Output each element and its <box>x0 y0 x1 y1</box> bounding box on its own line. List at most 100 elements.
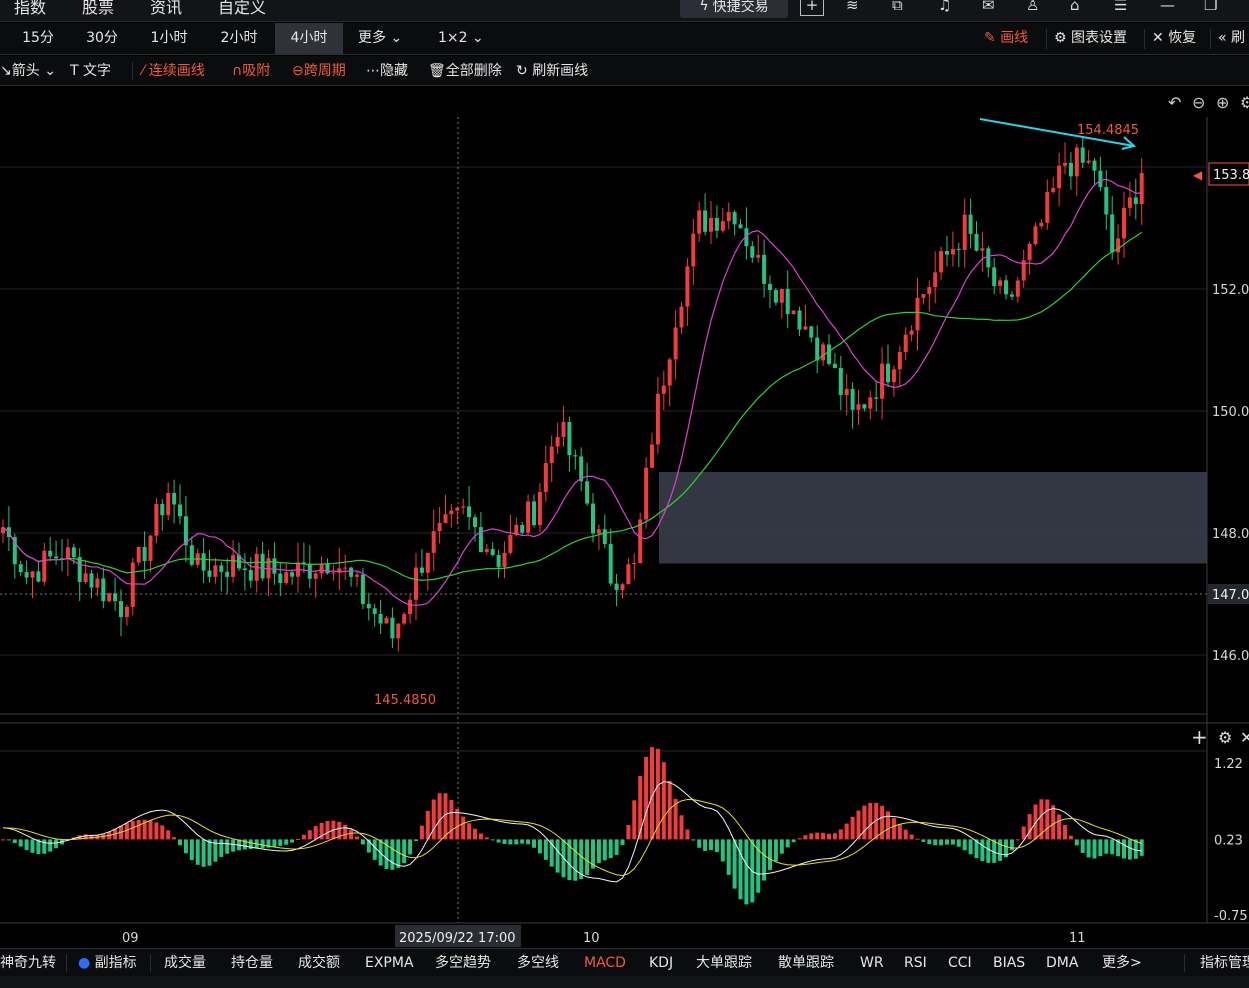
supply-zone[interactable] <box>659 472 1207 564</box>
settings-icon[interactable]: ⚙ <box>1240 93 1249 112</box>
candle-body <box>1133 197 1138 204</box>
macd-bar <box>832 833 837 840</box>
tab-turnover[interactable]: 成交额 <box>298 955 340 971</box>
bell-icon[interactable]: ♫ <box>938 0 952 14</box>
tab-large-order[interactable]: 大单跟踪 <box>696 955 752 971</box>
refresh-drawings-button[interactable]: ↻ 刷新画线 <box>516 56 588 86</box>
tab-expma[interactable]: EXPMA <box>365 955 414 971</box>
candle-body <box>779 288 784 303</box>
tab-bull-bear-line[interactable]: 多空线 <box>517 955 559 971</box>
period-1h[interactable]: 1小时 <box>150 30 188 46</box>
candle-body <box>962 214 967 250</box>
layers-icon[interactable]: ≋ <box>846 0 859 14</box>
tab-wr[interactable]: WR <box>860 955 884 971</box>
restore-button[interactable]: ✕ 恢复 <box>1152 23 1196 54</box>
candle-body <box>673 327 678 360</box>
add-indicator-icon[interactable]: + <box>1191 725 1208 749</box>
macd-bar <box>290 839 295 843</box>
macd-bar <box>809 833 814 840</box>
indicator-settings-icon[interactable]: ⚙ <box>1218 728 1232 747</box>
price-axis: 146.0 148.0 150.0 152.0 <box>1212 283 1249 664</box>
period-30m[interactable]: 30分 <box>86 30 118 46</box>
price-chart[interactable]: 154.4845 145.4850 ↶ ⊖ ⊕ ⚙ 146.0 148.0 150.… <box>0 87 1249 947</box>
candle-body <box>980 248 985 251</box>
macd-dif-line <box>2 780 1142 883</box>
macd-bar <box>1104 839 1109 854</box>
nav-news[interactable]: 资讯 <box>150 0 183 17</box>
tab-macd[interactable]: MACD <box>584 955 626 971</box>
candle-body <box>366 603 371 609</box>
tab-more[interactable]: 更多> <box>1102 955 1142 971</box>
macd-bar <box>732 839 737 889</box>
candle-body <box>762 254 767 284</box>
tab-kdj[interactable]: KDJ <box>649 955 674 971</box>
menu-icon[interactable]: ☰ <box>1114 0 1128 14</box>
snap-toggle[interactable]: ∩吸附 <box>232 56 270 86</box>
layout-icon[interactable]: ⧉ <box>892 0 903 14</box>
continuous-draw-toggle[interactable]: ⁄ 连续画线 <box>142 56 205 86</box>
cross-period-toggle[interactable]: ⊖跨周期 <box>292 56 346 86</box>
indicator-manage-button[interactable]: 指标管理 <box>1200 955 1249 971</box>
zoom-out-icon[interactable]: ⊖ <box>1192 93 1205 112</box>
candle-body <box>850 388 855 410</box>
nav-custom[interactable]: 自定义 <box>218 0 267 17</box>
tab-small-order[interactable]: 散单跟踪 <box>778 955 834 971</box>
tab-bias[interactable]: BIAS <box>993 955 1026 971</box>
candle-body <box>65 547 70 559</box>
draw-button[interactable]: ✎ 画线 <box>984 23 1028 54</box>
candle-body <box>48 550 53 557</box>
tab-dma[interactable]: DMA <box>1046 955 1079 971</box>
zoom-in-icon[interactable]: ⊕ <box>1216 93 1229 112</box>
cross-period-label: 跨周期 <box>303 63 346 79</box>
candle-body <box>408 599 413 615</box>
restore-window-icon[interactable]: ❐ <box>1204 0 1218 14</box>
period-2h[interactable]: 2小时 <box>220 30 258 46</box>
period-15m[interactable]: 15分 <box>22 30 54 46</box>
macd-bar <box>709 839 713 851</box>
add-window-icon[interactable]: + <box>800 0 824 16</box>
mail-icon[interactable]: ✉ <box>982 0 995 14</box>
candle-body <box>178 504 182 517</box>
nav-index[interactable]: 指数 <box>14 0 47 17</box>
tab-open-interest[interactable]: 持仓量 <box>231 955 273 971</box>
chart-settings-button[interactable]: ⚙ 图表设置 <box>1054 23 1127 54</box>
candle-body <box>355 574 359 577</box>
macd-bar <box>18 839 23 847</box>
tab-td-sequential[interactable]: 神奇九转 <box>0 955 56 971</box>
close-indicator-icon[interactable]: ✕ <box>1240 728 1249 747</box>
arrow-icon: ↘ <box>0 63 12 79</box>
nav-stocks[interactable]: 股票 <box>82 0 115 17</box>
candle-body <box>773 290 778 303</box>
layout-1x2[interactable]: 1×2 ⌄ <box>426 23 500 54</box>
tab-rsi[interactable]: RSI <box>904 955 927 971</box>
tab-bull-bear-trend[interactable]: 多空趋势 <box>435 955 491 971</box>
tab-sub-indicator[interactable]: ● 副指标 <box>78 949 137 977</box>
trendline-arrow[interactable] <box>979 118 1137 150</box>
candle-body <box>514 525 519 535</box>
candle-body <box>532 501 536 526</box>
candle-body <box>602 529 607 545</box>
period-more[interactable]: 更多 ⌄ <box>348 23 418 54</box>
hide-drawings-button[interactable]: ⋯隐藏 <box>366 56 408 86</box>
candle-body <box>372 608 377 614</box>
macd-bar <box>673 798 678 840</box>
macd-bar <box>703 839 708 851</box>
undo-icon[interactable]: ↶ <box>1168 93 1181 112</box>
candle-body <box>709 218 713 232</box>
macd-bar <box>1080 839 1085 853</box>
macd-bar <box>579 839 584 880</box>
period-4h[interactable]: 4小时 <box>275 23 343 54</box>
arrow-tool[interactable]: ↘箭头 ⌄ <box>0 56 56 86</box>
tab-volume[interactable]: 成交量 <box>164 955 206 971</box>
tab-cci[interactable]: CCI <box>948 955 972 971</box>
candle-body <box>1051 188 1056 193</box>
home-icon[interactable]: ⌂ <box>1070 0 1080 14</box>
macd-bar <box>620 839 625 845</box>
delete-all-button[interactable]: 🗑︎全部删除 <box>428 56 502 86</box>
minimize-icon[interactable]: — <box>1160 0 1175 14</box>
refresh-partial-button[interactable]: « 刷 <box>1218 23 1245 54</box>
candle-body <box>620 584 625 591</box>
text-tool[interactable]: T 文字 <box>70 56 111 86</box>
quick-trade-button[interactable]: ϟ 快捷交易 <box>680 0 788 18</box>
user-icon[interactable]: ♙ <box>1026 0 1040 14</box>
